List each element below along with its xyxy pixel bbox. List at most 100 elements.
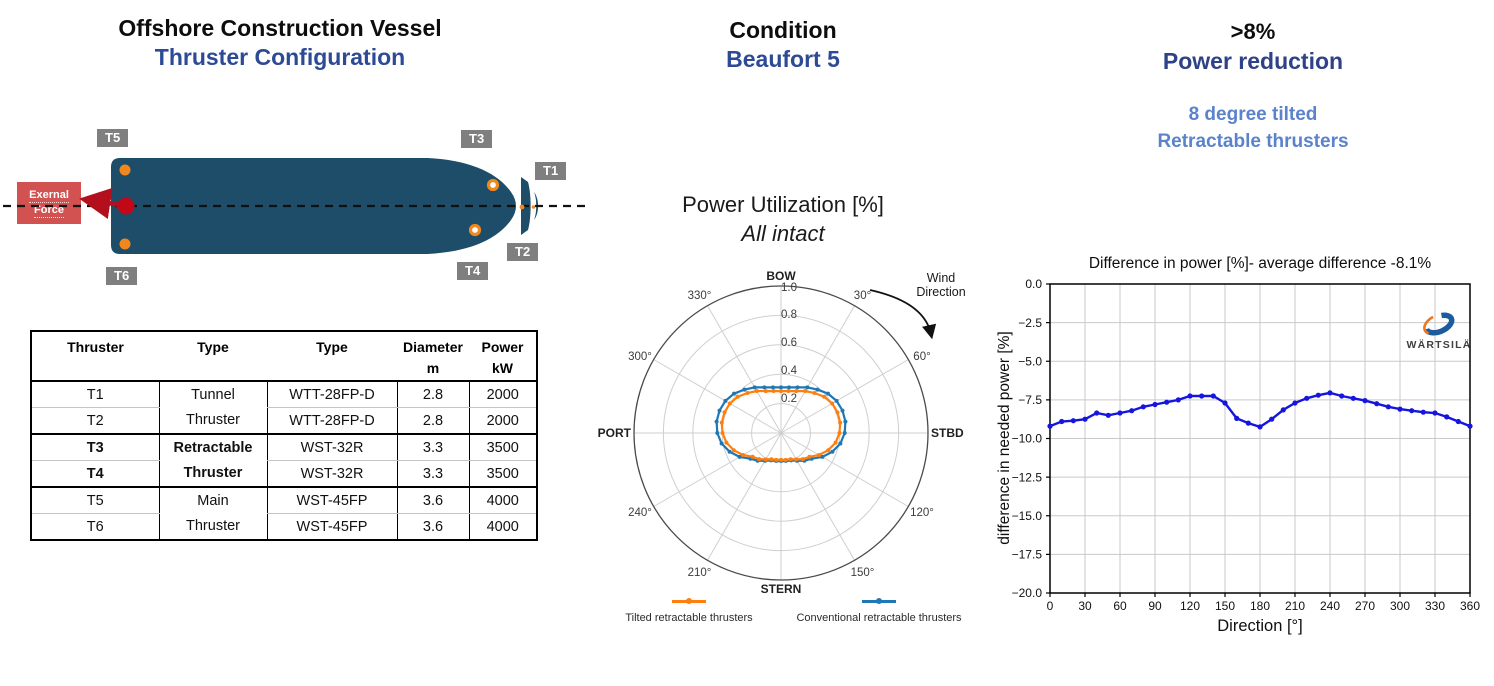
wind-direction-arrow <box>869 289 937 340</box>
condition-header: Condition Beaufort 5 <box>600 16 966 74</box>
external-force-label-line1: Exernal <box>29 188 69 203</box>
polar-chart-subtitle: All intact <box>741 221 825 246</box>
angle-60: 60° <box>913 351 930 363</box>
cell-type-group: Retractable Thruster <box>158 434 267 488</box>
svg-text:−17.5: −17.5 <box>1012 548 1043 562</box>
col-header-power: Power kW <box>469 331 537 382</box>
table-row: T6 WST-45FP 3.6 4000 <box>31 513 537 541</box>
legend-item-conventional: Conventional retractable thrusters <box>786 597 972 624</box>
svg-text:−5.0: −5.0 <box>1018 354 1042 368</box>
svg-text:270: 270 <box>1355 599 1375 613</box>
y-axis-label: difference in needed power [%] <box>996 331 1013 544</box>
thruster-label-t5: T5 <box>97 129 129 147</box>
cell-model: WTT-28FP-D <box>266 407 397 435</box>
thruster-label-t4: T4 <box>457 262 489 280</box>
line-chart-ticks: 0 30 60 90 120 150 180 210 240 270 300 330 360 0.0 −2.… <box>1012 277 1481 613</box>
vessel-diagram <box>3 158 585 254</box>
table-row: T5 Main Thruster WST-45FP 3.6 4000 <box>31 487 537 541</box>
line-chart-data <box>1047 390 1473 430</box>
thruster-dot-t6 <box>119 238 131 250</box>
svg-text:240: 240 <box>1320 599 1340 613</box>
r-tick-0.8: 0.8 <box>781 309 797 321</box>
thruster-dot-t2 <box>531 205 536 209</box>
angle-30: 30° <box>854 290 871 302</box>
x-axis-label: Direction [°] <box>1217 617 1302 635</box>
r-tick-0.6: 0.6 <box>781 337 797 349</box>
svg-text:30: 30 <box>1078 599 1092 613</box>
thruster-label-t2: T2 <box>507 243 539 261</box>
cell-id: T1 <box>31 381 159 408</box>
table-row: T2 WTT-28FP-D 2.8 2000 <box>31 407 537 435</box>
cell-diameter: 2.8 <box>396 381 469 408</box>
angle-300: 300° <box>628 351 652 363</box>
bow-section <box>521 177 531 235</box>
svg-text:360: 360 <box>1460 599 1480 613</box>
wind-direction-label-line2: Direction <box>916 285 965 299</box>
external-force-label-line2: Force <box>34 203 64 219</box>
table-row: T4 WST-32R 3.3 3500 <box>31 460 537 488</box>
cell-power: 4000 <box>468 487 537 514</box>
legend-item-tilted: Tilted retractable thrusters <box>606 597 772 624</box>
cell-model: WST-32R <box>266 434 397 461</box>
cell-power: 3500 <box>468 460 537 488</box>
cell-id: T6 <box>31 513 159 541</box>
r-tick-0.2: 0.2 <box>781 393 797 405</box>
cell-type-group: Tunnel Thruster <box>158 381 267 435</box>
angle-120: 120° <box>910 507 934 519</box>
compass-stbd: STBD <box>931 426 964 440</box>
external-force-box: Exernal Force <box>17 182 81 224</box>
cell-diameter: 3.3 <box>396 460 469 488</box>
polar-chart-title-block: Power Utilization [%] All intact <box>600 192 966 247</box>
thruster-dot-t5 <box>119 164 131 176</box>
thruster-dot-t1 <box>519 204 525 210</box>
force-arrow <box>79 187 125 219</box>
result-note-line2: Retractable thrusters <box>1157 130 1349 152</box>
vessel-title: Offshore Construction Vessel <box>118 15 442 41</box>
svg-text:−20.0: −20.0 <box>1012 586 1043 600</box>
logo-blue-swoosh <box>1423 312 1455 336</box>
svg-text:120: 120 <box>1180 599 1200 613</box>
cell-diameter: 3.3 <box>396 434 469 461</box>
wartsila-wordmark: WÄRTSILÄ <box>1406 338 1471 351</box>
vessel-subtitle: Thruster Configuration <box>154 43 406 70</box>
r-tick-1.0: 1.0 <box>781 282 797 294</box>
compass-stern: STERN <box>761 582 802 596</box>
cell-model: WST-45FP <box>266 513 397 541</box>
legend-swatch-blue <box>862 597 896 605</box>
cell-power: 3500 <box>468 434 537 461</box>
cell-model: WST-32R <box>266 460 397 488</box>
legend-label-tilted: Tilted retractable thrusters <box>625 612 753 624</box>
cell-diameter: 2.8 <box>396 407 469 435</box>
col-header-type-group: Type <box>159 331 267 382</box>
cell-power: 4000 <box>468 513 537 541</box>
legend-swatch-orange <box>672 597 706 605</box>
thruster-dot-t4 <box>468 223 482 237</box>
result-note-line1: 8 degree tilted <box>1188 104 1318 125</box>
left-section-title: Offshore Construction Vessel Thruster Co… <box>40 14 520 72</box>
angle-330: 330° <box>688 290 712 302</box>
result-subheadline: Power reduction <box>1162 47 1344 74</box>
cell-model: WST-45FP <box>266 487 397 514</box>
line-chart-title: Difference in power [%]- average differe… <box>1089 255 1432 272</box>
cell-diameter: 3.6 <box>396 513 469 541</box>
compass-port: PORT <box>598 426 632 440</box>
col-header-diameter: Diameter m <box>397 331 469 382</box>
bulbous-bow <box>534 192 539 220</box>
svg-text:−10.0: −10.0 <box>1012 432 1043 446</box>
svg-text:−2.5: −2.5 <box>1018 316 1042 330</box>
svg-text:−7.5: −7.5 <box>1018 393 1042 407</box>
polar-legend: Tilted retractable thrusters Conventiona… <box>598 597 978 642</box>
thruster-label-t6: T6 <box>106 267 138 285</box>
compass-bow: BOW <box>766 269 796 283</box>
result-header: >8% Power reduction <box>1060 18 1446 76</box>
angle-240: 240° <box>628 507 652 519</box>
cell-type-group: Main Thruster <box>158 487 267 541</box>
cell-power: 2000 <box>468 407 537 435</box>
polar-chart-title: Power Utilization [%] <box>682 192 884 217</box>
svg-text:300: 300 <box>1390 599 1410 613</box>
difference-line-chart: Difference in power [%]- average differe… <box>996 255 1481 635</box>
cell-id: T2 <box>31 407 159 435</box>
svg-text:60: 60 <box>1113 599 1127 613</box>
logo-orange-arc <box>1423 312 1455 336</box>
